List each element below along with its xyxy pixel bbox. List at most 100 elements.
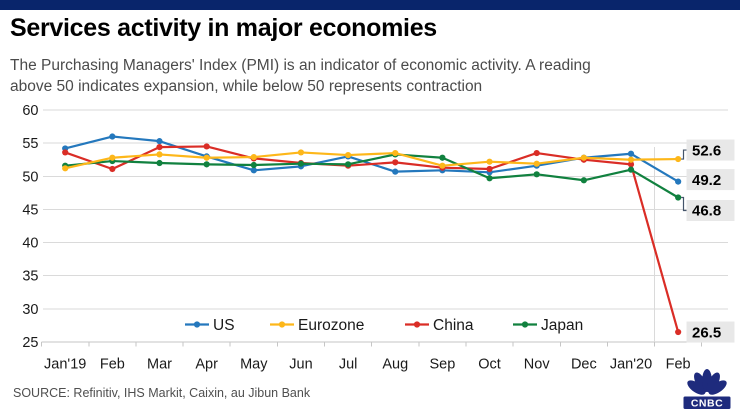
x-axis-label: Mar bbox=[147, 357, 172, 373]
series-line-eurozone bbox=[64, 151, 680, 170]
legend-item-us: US bbox=[185, 317, 235, 334]
series-line-japan bbox=[64, 153, 680, 199]
data-point bbox=[486, 165, 493, 173]
data-point bbox=[62, 165, 69, 172]
legend-label: US bbox=[213, 317, 235, 334]
data-point bbox=[486, 158, 493, 165]
series-line-china bbox=[64, 145, 680, 334]
data-point bbox=[345, 161, 352, 168]
end-label-text: 49.2 bbox=[692, 172, 721, 189]
data-point bbox=[156, 159, 163, 167]
data-point bbox=[580, 154, 587, 161]
end-label-bg bbox=[686, 139, 735, 161]
data-point bbox=[439, 162, 446, 169]
cnbc-logo-plate bbox=[683, 396, 731, 409]
data-point bbox=[109, 154, 116, 161]
x-axis-label: Oct bbox=[478, 357, 501, 373]
data-point bbox=[156, 138, 163, 145]
x-axis-label: Jul bbox=[339, 357, 358, 373]
x-axis-label: Dec bbox=[571, 357, 597, 373]
end-value-label-china: 26.5 bbox=[686, 321, 735, 343]
x-axis-label: Feb bbox=[666, 357, 691, 373]
data-point bbox=[580, 177, 587, 184]
legend-label: Eurozone bbox=[298, 317, 364, 334]
cnbc-peacock-icon bbox=[687, 369, 727, 395]
data-point bbox=[627, 161, 635, 168]
cnbc-logo-text: CNBC bbox=[691, 398, 723, 410]
legend-item-eurozone: Eurozone bbox=[270, 317, 364, 334]
y-axis-label: 55 bbox=[22, 136, 38, 152]
data-point bbox=[533, 149, 540, 157]
data-point bbox=[297, 160, 305, 167]
end-label-bg bbox=[686, 199, 735, 221]
label-connector bbox=[681, 149, 687, 160]
data-point bbox=[250, 167, 257, 174]
legend-item-japan: Japan bbox=[513, 317, 583, 334]
data-point bbox=[675, 194, 682, 201]
legend-label: Japan bbox=[541, 317, 583, 334]
data-point bbox=[345, 151, 352, 159]
x-axis-label: Sep bbox=[429, 357, 455, 373]
label-connector bbox=[681, 196, 687, 212]
x-axis-label: Apr bbox=[195, 357, 218, 373]
chart-title: Services activity in major economies bbox=[10, 14, 437, 42]
x-axis-label: Nov bbox=[524, 357, 551, 373]
y-axis-label: 30 bbox=[22, 302, 38, 318]
data-point bbox=[203, 143, 210, 150]
cnbc-logo: CNBC bbox=[683, 369, 731, 410]
series-china bbox=[62, 143, 682, 336]
data-point bbox=[203, 154, 210, 161]
data-point bbox=[250, 153, 257, 161]
end-label-text: 26.5 bbox=[692, 324, 721, 341]
end-label-bg bbox=[686, 169, 735, 191]
y-axis-label: 60 bbox=[22, 103, 38, 119]
y-axis-label: 50 bbox=[22, 169, 38, 185]
data-point bbox=[627, 166, 635, 173]
x-axis-label: Aug bbox=[382, 357, 408, 373]
x-axis-label: Jun bbox=[289, 357, 312, 373]
x-axis-label: Jan'20 bbox=[610, 357, 652, 373]
legend-dot bbox=[193, 321, 201, 328]
legend-dot bbox=[413, 321, 421, 328]
data-point bbox=[675, 178, 682, 185]
data-point bbox=[297, 149, 305, 156]
y-axis-label: 40 bbox=[22, 236, 38, 252]
end-value-label-eurozone: 52.6 bbox=[681, 139, 735, 161]
data-point bbox=[627, 150, 635, 157]
data-point bbox=[62, 149, 69, 156]
data-point bbox=[486, 175, 493, 182]
data-point bbox=[392, 168, 399, 175]
y-axis-label: 35 bbox=[22, 269, 38, 285]
data-point bbox=[109, 165, 116, 173]
chart-subtitle-line-2: above 50 indicates expansion, while belo… bbox=[10, 78, 483, 95]
data-point bbox=[533, 160, 540, 167]
data-point bbox=[533, 171, 540, 178]
data-point bbox=[675, 328, 682, 336]
chart-subtitle-line-1: The Purchasing Managers' Index (PMI) is … bbox=[10, 57, 591, 74]
series-eurozone bbox=[62, 149, 682, 172]
data-point bbox=[203, 161, 210, 168]
data-point bbox=[627, 156, 635, 163]
data-point bbox=[392, 149, 399, 157]
chart-subtitle: The Purchasing Managers' Index (PMI) is … bbox=[10, 55, 726, 97]
data-point bbox=[156, 144, 163, 151]
x-axis-label: Jan'19 bbox=[44, 357, 86, 373]
legend-item-china: China bbox=[405, 317, 474, 334]
data-point bbox=[392, 159, 399, 166]
y-axis-label: 45 bbox=[22, 202, 38, 218]
end-value-label-us: 49.2 bbox=[686, 169, 735, 191]
legend-dot bbox=[278, 321, 286, 328]
top-accent-bar bbox=[0, 0, 740, 10]
end-label-bg bbox=[686, 321, 735, 343]
data-point bbox=[156, 151, 163, 158]
data-point bbox=[250, 161, 257, 169]
data-point bbox=[675, 155, 682, 163]
source-attribution: SOURCE: Refinitiv, IHS Markit, Caixin, a… bbox=[13, 386, 311, 400]
end-value-label-japan: 46.8 bbox=[681, 196, 735, 221]
data-point bbox=[439, 154, 446, 161]
x-axis-label: May bbox=[240, 357, 268, 373]
end-label-text: 52.6 bbox=[692, 142, 721, 159]
x-axis-label: Feb bbox=[100, 357, 125, 373]
